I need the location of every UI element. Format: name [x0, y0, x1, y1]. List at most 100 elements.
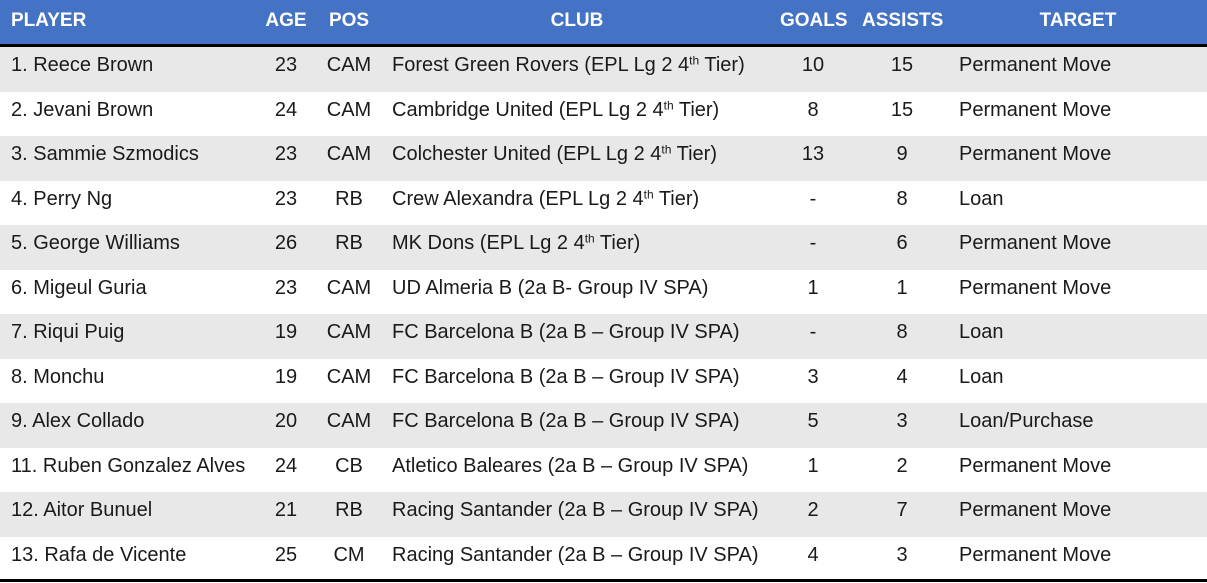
header-target: TARGET [1039, 10, 1117, 31]
player-name: 11. Ruben Gonzalez Alves [11, 454, 246, 477]
club-tier-ordinal: th [584, 231, 595, 246]
player-name: 2. Jevani Brown [11, 98, 154, 121]
header-club: CLUB [550, 10, 604, 31]
player-club: UD Almeria B (2a B- Group IV SPA) [392, 277, 708, 300]
player-age: 23 [274, 187, 298, 210]
player-assists: 6 [896, 232, 908, 254]
header-age: AGE [265, 10, 307, 31]
player-age: 23 [274, 54, 298, 76]
player-position: CAM [326, 410, 372, 432]
player-goals: - [809, 232, 817, 254]
club-tier-ordinal: th [689, 53, 700, 68]
player-position: CAM [326, 143, 372, 165]
player-assists: 3 [896, 410, 908, 432]
club-tier-label: Tier) [653, 187, 700, 210]
transfer-target: Permanent Move [959, 143, 1112, 165]
player-assists: 2 [896, 454, 908, 477]
transfer-target: Loan [959, 365, 1004, 388]
player-assists: 1 [896, 276, 908, 299]
club-name: FC Barcelona B (2a B – Group IV SPA) [392, 321, 740, 343]
player-age: 20 [274, 410, 298, 432]
player-name: 5. George Williams [11, 232, 180, 254]
player-goals: 2 [807, 499, 819, 521]
transfer-target: Permanent Move [959, 543, 1112, 566]
player-assists: 7 [896, 499, 908, 521]
player-assists: 8 [896, 187, 908, 210]
player-position: CAM [326, 321, 372, 343]
player-age: 19 [274, 365, 298, 388]
player-assists: 4 [896, 365, 908, 388]
player-position: RB [335, 499, 363, 521]
club-tier-label: Tier) [673, 98, 720, 121]
club-name: Atletico Baleares (2a B – Group IV SPA) [392, 454, 749, 477]
table-row: 1. Reece Brown 23 CAM Forest Green Rovers (… [0, 47, 1207, 92]
table-row: 4. Perry Ng 23 RB Crew Alexandra (EPL Lg 2 … [0, 181, 1207, 226]
table-header: PLAYER AGE POS CLUB GOALS ASSISTS TARGET [0, 0, 1207, 46]
player-club: Racing Santander (2a B – Group IV SPA) [392, 499, 759, 522]
player-position: RB [335, 187, 363, 210]
player-goals: 8 [807, 98, 819, 121]
transfer-target: Permanent Move [959, 276, 1112, 299]
table-row: 9. Alex Collado 20 CAM FC Barcelona B (2a B… [0, 403, 1207, 448]
header-divider [0, 44, 1207, 47]
player-goals: 5 [807, 410, 819, 432]
player-goals: 4 [807, 543, 819, 566]
club-tier-label: Tier) [594, 232, 641, 254]
table-row: 12. Aitor Bunuel 21 RB Racing Santander (2a… [0, 492, 1207, 537]
player-name: 13. Rafa de Vicente [11, 543, 187, 566]
table-bottom-divider [0, 579, 1207, 582]
club-tier-ordinal: th [663, 97, 674, 112]
header-goals: GOALS [780, 10, 848, 31]
player-assists: 15 [890, 54, 914, 76]
player-age: 25 [274, 543, 298, 566]
player-club: FC Barcelona B (2a B – Group IV SPA) [392, 321, 740, 344]
player-name: 8. Monchu [11, 365, 105, 388]
player-goals: 1 [807, 276, 819, 299]
transfer-target: Loan [959, 321, 1004, 343]
player-age: 24 [274, 98, 298, 121]
player-club: Forest Green Rovers (EPL Lg 2 4th Tier) [392, 54, 745, 77]
transfer-target: Loan/Purchase [959, 410, 1094, 432]
player-position: CM [333, 543, 365, 566]
transfer-target: Permanent Move [959, 454, 1112, 477]
player-name: 12. Aitor Bunuel [11, 499, 153, 521]
player-age: 23 [274, 143, 298, 165]
club-name: Racing Santander (2a B – Group IV SPA) [392, 543, 759, 566]
player-goals: 13 [801, 143, 825, 165]
player-goals: 10 [801, 54, 825, 76]
player-assists: 15 [890, 98, 914, 121]
player-goals: - [809, 321, 817, 343]
transfer-target: Permanent Move [959, 232, 1112, 254]
player-age: 26 [274, 232, 298, 254]
player-club: Atletico Baleares (2a B – Group IV SPA) [392, 455, 748, 478]
player-club: Colchester United (EPL Lg 2 4th Tier) [392, 143, 717, 166]
player-position: CAM [326, 98, 372, 121]
player-age: 21 [274, 499, 298, 521]
player-position: RB [335, 232, 363, 254]
transfer-target: Permanent Move [959, 98, 1112, 121]
player-goals: 1 [807, 454, 819, 477]
player-assists: 9 [896, 143, 908, 165]
player-club: FC Barcelona B (2a B – Group IV SPA) [392, 366, 740, 389]
club-name: FC Barcelona B (2a B – Group IV SPA) [392, 410, 740, 432]
player-club: Crew Alexandra (EPL Lg 2 4th Tier) [392, 188, 699, 211]
player-assists: 3 [896, 543, 908, 566]
player-club: MK Dons (EPL Lg 2 4th Tier) [392, 232, 640, 255]
player-name: 4. Perry Ng [11, 187, 113, 210]
player-club: Racing Santander (2a B – Group IV SPA) [392, 544, 759, 567]
club-name: MK Dons (EPL Lg 2 4 [392, 232, 585, 254]
player-goals: 3 [807, 365, 819, 388]
transfer-target: Permanent Move [959, 499, 1112, 521]
player-name: 7. Riqui Puig [11, 321, 125, 343]
header-assists: ASSISTS [862, 10, 944, 31]
table-row: 7. Riqui Puig 19 CAM FC Barcelona B (2a B –… [0, 314, 1207, 359]
player-age: 19 [274, 321, 298, 343]
player-name: 9. Alex Collado [11, 410, 145, 432]
player-age: 24 [274, 454, 298, 477]
club-tier-ordinal: th [643, 186, 654, 201]
transfer-target: Permanent Move [959, 54, 1112, 76]
player-goals: - [809, 187, 817, 210]
player-position: CB [335, 454, 363, 477]
table-row: 3. Sammie Szmodics 23 CAM Colchester United… [0, 136, 1207, 181]
player-club: Cambridge United (EPL Lg 2 4th Tier) [392, 99, 719, 122]
